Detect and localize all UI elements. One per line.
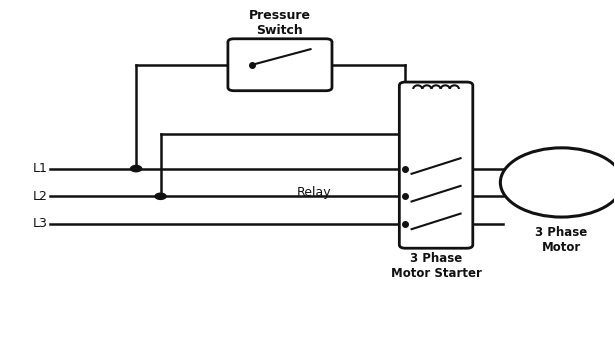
Text: L1: L1 (33, 162, 47, 175)
Text: L2: L2 (33, 190, 47, 203)
Text: Pressure
Switch: Pressure Switch (249, 9, 311, 37)
Text: L3: L3 (33, 217, 47, 231)
Text: Relay: Relay (296, 186, 331, 200)
Text: 3 Phase
Motor: 3 Phase Motor (536, 226, 588, 254)
FancyBboxPatch shape (228, 39, 332, 91)
FancyBboxPatch shape (399, 82, 473, 248)
Text: 3 Phase
Motor Starter: 3 Phase Motor Starter (391, 252, 482, 280)
Circle shape (155, 193, 166, 199)
Circle shape (130, 166, 141, 172)
